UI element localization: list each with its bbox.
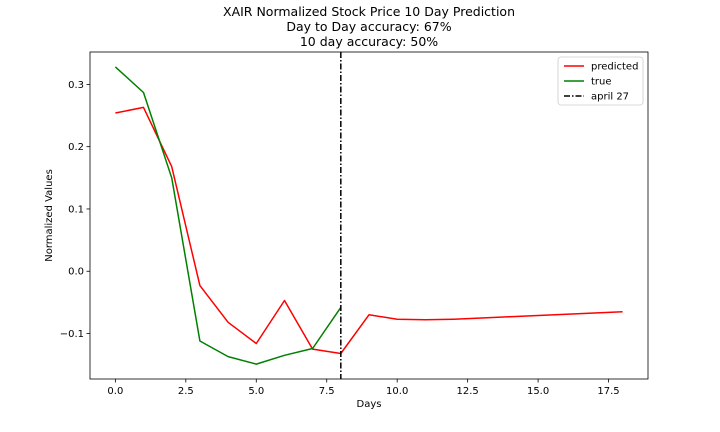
x-tick-label: 0.0 (107, 386, 123, 397)
series-line-predicted (115, 106, 623, 355)
y-tick-label: 0.3 (68, 80, 84, 91)
y-tick-label: 0.0 (68, 267, 84, 278)
y-tick-label: 0.2 (68, 142, 84, 153)
x-axis-label: Days (357, 399, 382, 410)
title-line-2: Day to Day accuracy: 67% (286, 19, 451, 34)
y-tick-label: 0.1 (68, 204, 84, 215)
x-tick-label: 12.5 (457, 386, 479, 397)
legend: predicted true april 27 (557, 56, 644, 106)
y-axis-label: Normalized Values (44, 169, 55, 262)
x-tick-label: 10.0 (386, 386, 408, 397)
series-line-true (114, 66, 342, 365)
x-tick-label: 15.0 (527, 386, 549, 397)
plot-frame (89, 51, 649, 380)
x-axis-ticks: 0.0 2.5 5.0 7.5 10.0 12.5 15.0 17.5 (107, 379, 620, 397)
chart-title: XAIR Normalized Stock Price 10 Day Predi… (223, 4, 515, 49)
title-line-1: XAIR Normalized Stock Price 10 Day Predi… (223, 4, 515, 19)
legend-box (557, 56, 644, 106)
plot-lines (114, 52, 623, 379)
legend-label-true: true (591, 77, 612, 88)
x-tick-label: 7.5 (319, 386, 335, 397)
x-tick-label: 2.5 (178, 386, 194, 397)
x-tick-label: 17.5 (597, 386, 619, 397)
y-axis-ticks: −0.1 0.0 0.1 0.2 0.3 (60, 80, 90, 340)
x-tick-label: 5.0 (248, 386, 264, 397)
title-line-3: 10 day accuracy: 50% (300, 34, 438, 49)
legend-label-predicted: predicted (591, 62, 638, 73)
y-tick-label: −0.1 (60, 329, 84, 340)
legend-label-april-27: april 27 (591, 92, 629, 103)
